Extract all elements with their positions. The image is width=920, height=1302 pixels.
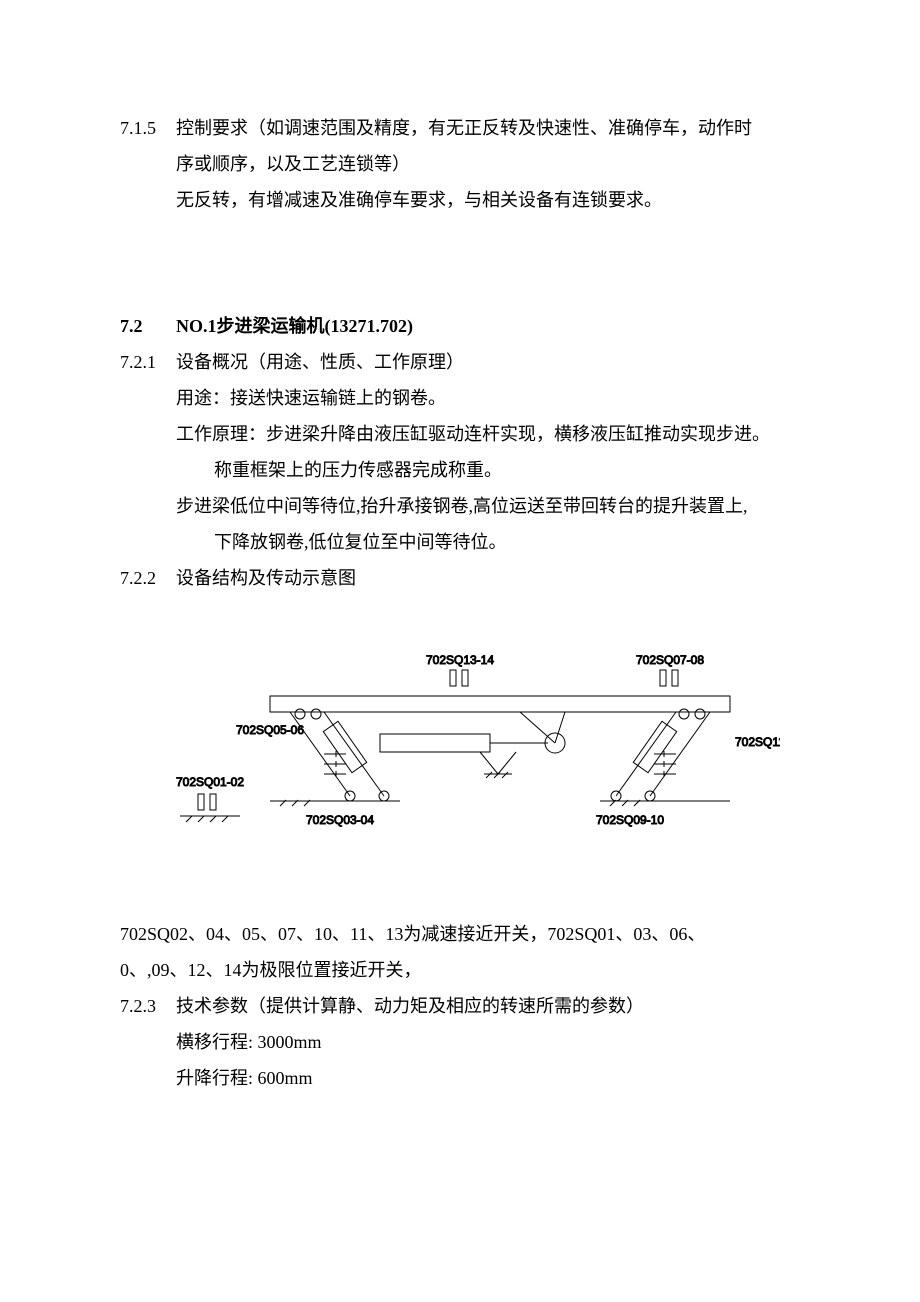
sec-72-title: NO.1步进梁运输机(13271.702) (176, 316, 413, 336)
sec-721-num: 7.2.1 (120, 344, 176, 380)
sec-721-l2: 工作原理：步进梁升降由液压缸驱动连杆实现，横移液压缸推动实现步进。 (120, 416, 800, 452)
diagram-svg: 702SQ13-14 702SQ07-08 (140, 646, 780, 886)
sec-721-l5: 下降放钢卷,低位复位至中间等待位。 (120, 524, 800, 560)
spacer (120, 218, 800, 308)
sec-723: 7.2.3技术参数（提供计算静、动力矩及相应的转速所需的参数） (120, 988, 800, 1024)
beam-conveyor-diagram: 702SQ13-14 702SQ07-08 (120, 646, 800, 886)
sec-722: 7.2.2设备结构及传动示意图 (120, 560, 800, 596)
label-sq05-06: 702SQ05-06 (236, 723, 304, 737)
sec-72-num: 7.2 (120, 308, 176, 344)
document-page: 7.1.5控制要求（如调速范围及精度，有无正反转及快速性、准确停车，动作时 序或… (0, 0, 920, 1302)
after-diagram-l1: 702SQ02、04、05、07、10、11、13为减速接近开关，702SQ01… (120, 916, 800, 952)
label-sq01-02: 702SQ01-02 (176, 775, 244, 789)
sec-721-l1: 用途：接送快速运输链上的钢卷。 (120, 380, 800, 416)
sec-72: 7.2NO.1步进梁运输机(13271.702) (120, 308, 800, 344)
label-sq13-14: 702SQ13-14 (426, 653, 494, 667)
sec-715-title-cont: 序或顺序，以及工艺连锁等） (120, 146, 800, 182)
sec-723-num: 7.2.3 (120, 988, 176, 1024)
label-sq09-10: 702SQ09-10 (596, 813, 664, 827)
sec-721: 7.2.1设备概况（用途、性质、工作原理） (120, 344, 800, 380)
sec-715-num: 7.1.5 (120, 110, 176, 146)
sec-723-title: 技术参数（提供计算静、动力矩及相应的转速所需的参数） (176, 996, 644, 1016)
sec-715-line1: 无反转，有增减速及准确停车要求，与相关设备有连锁要求。 (120, 182, 800, 218)
sec-721-l3: 称重框架上的压力传感器完成称重。 (120, 452, 800, 488)
after-diagram-l2: 0、,09、12、14为极限位置接近开关， (120, 952, 800, 988)
sec-715-title: 控制要求（如调速范围及精度，有无正反转及快速性、准确停车，动作时 (176, 118, 752, 138)
sec-721-l4: 步进梁低位中间等待位,抬升承接钢卷,高位运送至带回转台的提升装置上, (120, 488, 800, 524)
sec-723-l1: 横移行程: 3000mm (120, 1024, 800, 1060)
sec-715: 7.1.5控制要求（如调速范围及精度，有无正反转及快速性、准确停车，动作时 (120, 110, 800, 146)
label-sq07-08: 702SQ07-08 (636, 653, 704, 667)
label-sq03-04: 702SQ03-04 (306, 813, 374, 827)
label-sq11-12: 702SQ11-12 (735, 735, 780, 749)
sec-721-title: 设备概况（用途、性质、工作原理） (176, 352, 464, 372)
sec-722-title: 设备结构及传动示意图 (176, 568, 356, 588)
sec-722-num: 7.2.2 (120, 560, 176, 596)
sec-723-l2: 升降行程: 600mm (120, 1060, 800, 1096)
